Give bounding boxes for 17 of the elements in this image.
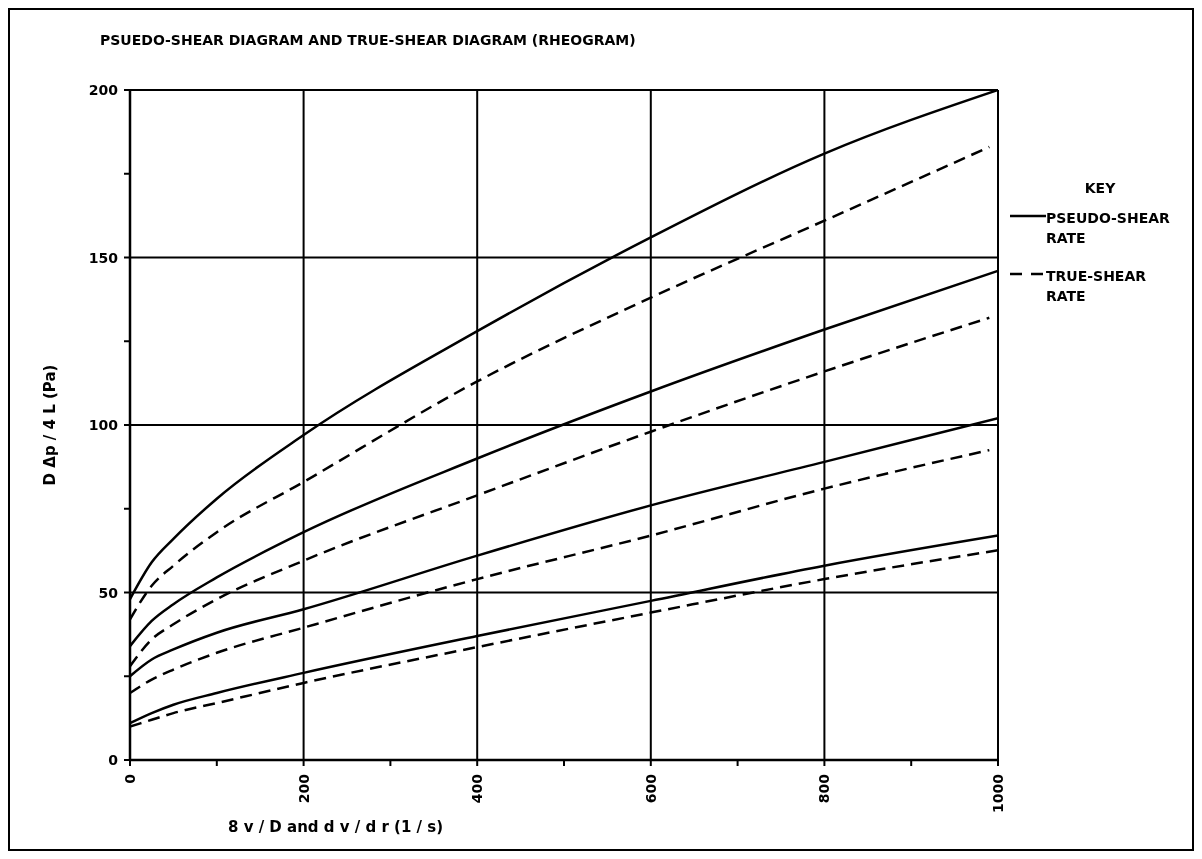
y-tick-label: 200	[88, 82, 119, 98]
legend-label: PSEUDO-SHEAR RATE	[1046, 209, 1171, 248]
y-tick-label: 50	[98, 584, 119, 601]
chart-title: PSUEDO-SHEAR DIAGRAM AND TRUE-SHEAR DIAGRAM (RHEOGRAM)	[100, 32, 636, 48]
y-tick-label: 100	[88, 417, 119, 433]
y-tick-label: 150	[88, 249, 119, 266]
x-tick-label: 800	[816, 773, 833, 804]
x-tick-label: 600	[642, 773, 659, 804]
x-tick-label: 1000	[990, 773, 1006, 813]
x-tick-label: 200	[295, 773, 312, 804]
x-axis-title: 8 v / D and d v / d r (1 / s)	[228, 818, 444, 836]
legend-title: KEY	[1083, 180, 1117, 196]
x-tick-label: 400	[469, 773, 486, 804]
x-tick-label: 0	[122, 773, 138, 784]
y-tick-label: 0	[108, 752, 119, 768]
legend-label: TRUE-SHEAR RATE	[1046, 267, 1148, 306]
y-axis-title: D Δp / 4 L (Pa)	[41, 364, 60, 486]
